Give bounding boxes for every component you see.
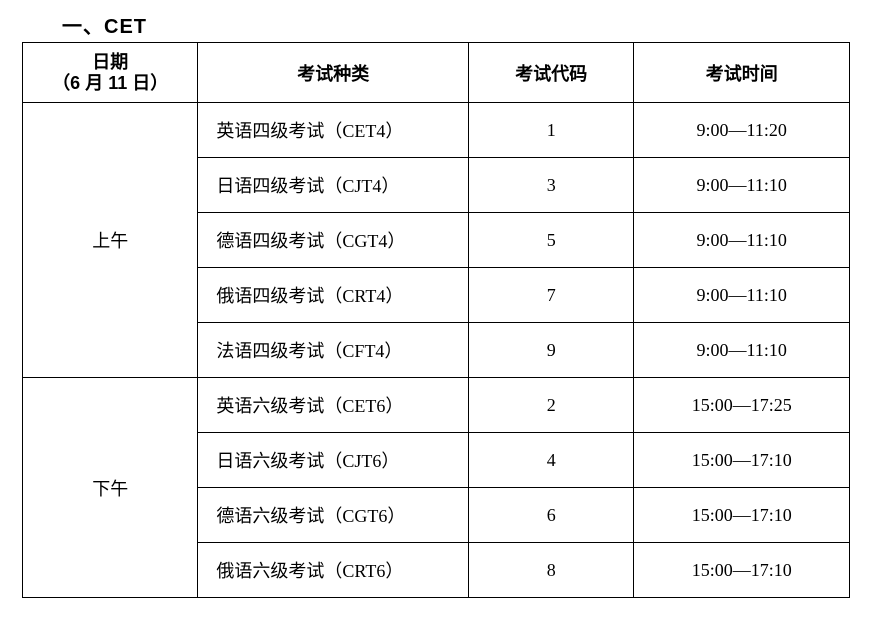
session-label: 上午 [23, 103, 198, 378]
header-date-line1: 日期 [23, 52, 197, 73]
exam-time: 9:00—11:10 [634, 158, 850, 213]
exam-type: 英语四级考试（CET4） [198, 103, 469, 158]
header-type: 考试种类 [198, 43, 469, 103]
header-time: 考试时间 [634, 43, 850, 103]
session-label: 下午 [23, 378, 198, 598]
table-header-row: 日期 （6 月 11 日） 考试种类 考试代码 考试时间 [23, 43, 850, 103]
exam-type: 德语四级考试（CGT4） [198, 213, 469, 268]
exam-code: 9 [469, 323, 634, 378]
exam-type: 法语四级考试（CFT4） [198, 323, 469, 378]
exam-code: 7 [469, 268, 634, 323]
exam-code: 3 [469, 158, 634, 213]
exam-type: 英语六级考试（CET6） [198, 378, 469, 433]
table-row: 下午英语六级考试（CET6）215:00—17:25 [23, 378, 850, 433]
exam-code: 8 [469, 543, 634, 598]
exam-time: 15:00—17:10 [634, 433, 850, 488]
exam-code: 1 [469, 103, 634, 158]
exam-code: 5 [469, 213, 634, 268]
exam-time: 9:00—11:20 [634, 103, 850, 158]
exam-code: 6 [469, 488, 634, 543]
exam-type: 俄语六级考试（CRT6） [198, 543, 469, 598]
exam-type: 日语六级考试（CJT6） [198, 433, 469, 488]
exam-type: 日语四级考试（CJT4） [198, 158, 469, 213]
exam-time: 9:00—11:10 [634, 268, 850, 323]
section-title: 一、CET [22, 10, 850, 39]
header-code: 考试代码 [469, 43, 634, 103]
exam-time: 9:00—11:10 [634, 323, 850, 378]
exam-type: 德语六级考试（CGT6） [198, 488, 469, 543]
exam-type: 俄语四级考试（CRT4） [198, 268, 469, 323]
exam-code: 4 [469, 433, 634, 488]
table-row: 上午英语四级考试（CET4）19:00—11:20 [23, 103, 850, 158]
header-date-line2: （6 月 11 日） [23, 73, 197, 94]
exam-time: 15:00—17:10 [634, 543, 850, 598]
header-date: 日期 （6 月 11 日） [23, 43, 198, 103]
exam-time: 15:00—17:25 [634, 378, 850, 433]
exam-time: 9:00—11:10 [634, 213, 850, 268]
exam-time: 15:00—17:10 [634, 488, 850, 543]
exam-schedule-table: 日期 （6 月 11 日） 考试种类 考试代码 考试时间 上午英语四级考试（CE… [22, 42, 850, 598]
exam-code: 2 [469, 378, 634, 433]
